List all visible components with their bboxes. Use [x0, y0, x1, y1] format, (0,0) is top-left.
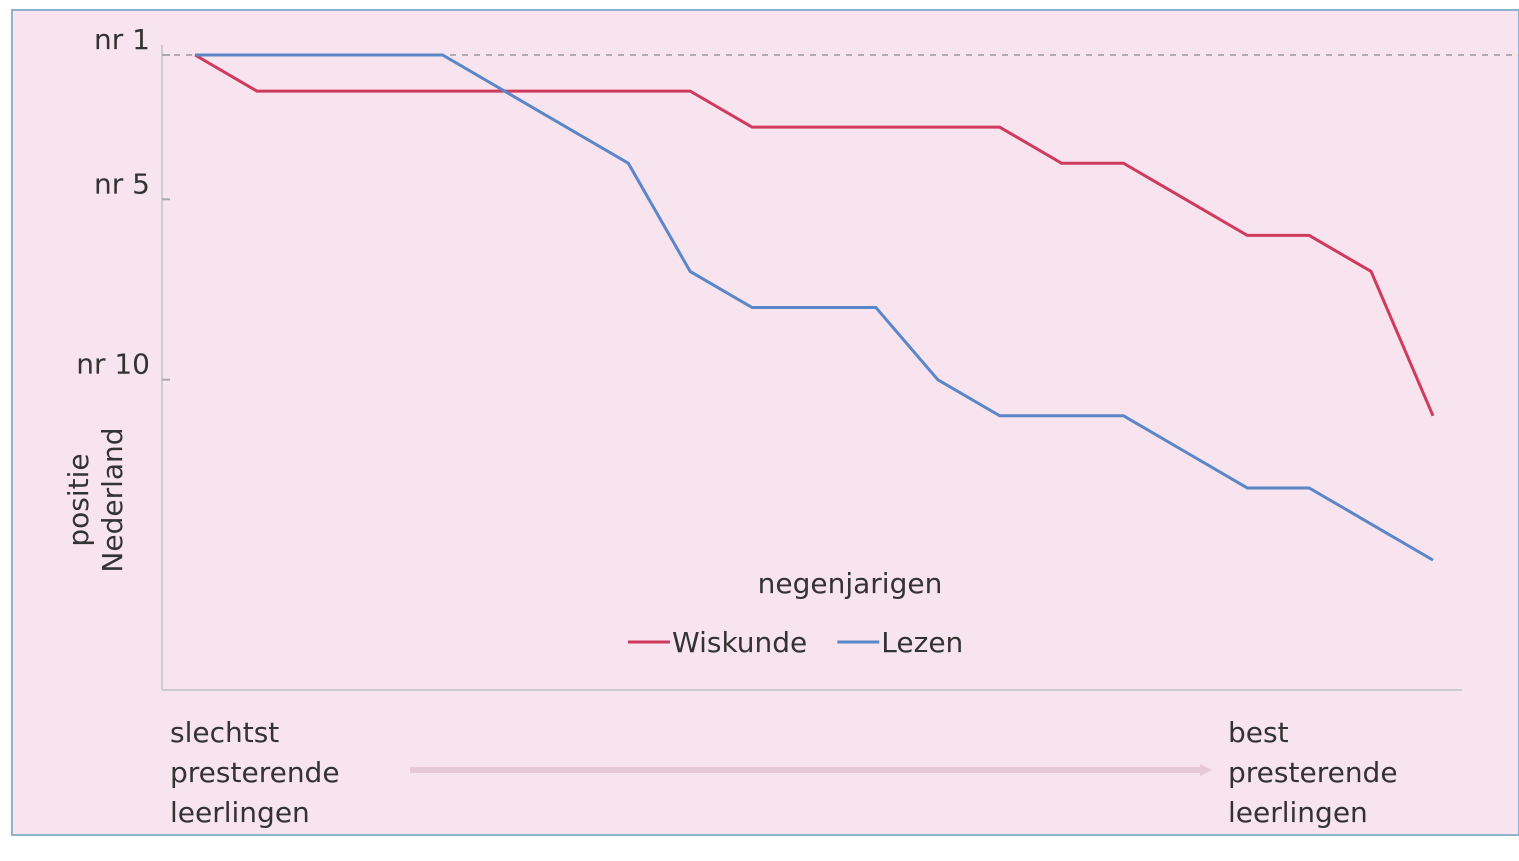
- legend-label: Lezen: [881, 626, 963, 659]
- y-tick-label: nr 1: [94, 23, 150, 56]
- annotation: presterende: [1228, 756, 1398, 789]
- y-tick-label: nr 5: [94, 167, 150, 200]
- annotation: leerlingen: [170, 796, 310, 829]
- annotation: leerlingen: [1228, 796, 1368, 829]
- annotation: best: [1228, 716, 1289, 749]
- arrow-head: [1200, 764, 1212, 776]
- y-axis-label-line: Nederland: [96, 427, 129, 572]
- line-series: [194, 53, 1435, 417]
- annotation: presterende: [170, 756, 340, 789]
- x-axis-label: negenjarigen: [758, 567, 943, 600]
- y-axis-label: positieNederland: [62, 427, 129, 572]
- line-series: [195, 53, 1434, 562]
- y-axis-label-line: positie: [62, 453, 95, 546]
- y-tick-label: nr 10: [76, 348, 150, 381]
- chart-background: [11, 9, 1519, 836]
- legend-label: Wiskunde: [672, 626, 807, 659]
- annotation: slechtst: [170, 716, 279, 749]
